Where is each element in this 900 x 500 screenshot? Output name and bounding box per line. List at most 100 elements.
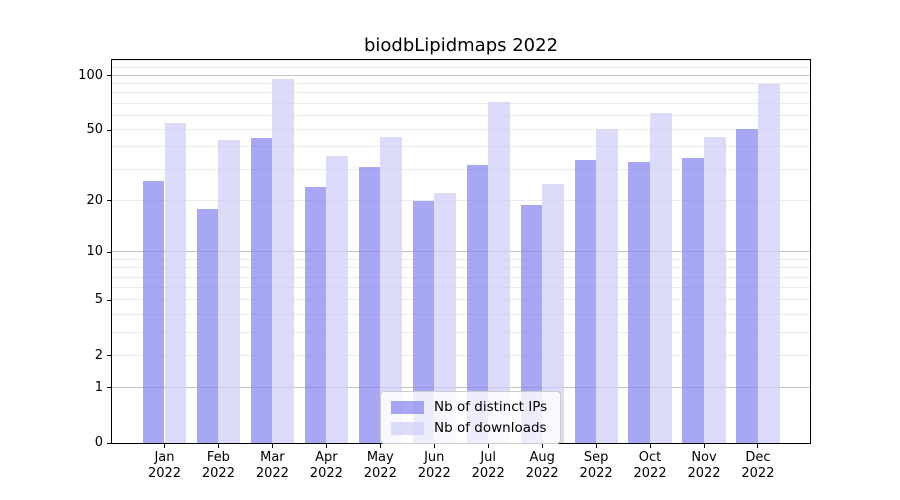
legend-label-downloads: Nb of downloads: [434, 420, 547, 436]
bar-nb-of-downloads-jul: [488, 101, 510, 443]
x-tick-jan: [164, 444, 165, 448]
x-tick-aug: [541, 444, 543, 448]
x-tick-label-jun: Jun 2022: [406, 450, 462, 481]
gridline-minor-60: [112, 114, 810, 116]
y-tick-5: [107, 299, 111, 301]
legend-swatch-distinct-ips: [391, 400, 424, 414]
bar-nb-of-downloads-jun: [434, 193, 456, 443]
gridline-minor-8: [112, 267, 810, 269]
bar-nb-of-downloads-dec: [757, 83, 780, 443]
bar-nb-of-distinct-ips-jun: [412, 200, 435, 443]
bar-nb-of-downloads-nov: [704, 136, 726, 443]
grid-layer: [112, 60, 810, 443]
bar-nb-of-distinct-ips-oct: [628, 162, 651, 443]
x-tick-apr: [325, 444, 327, 448]
legend: Nb of distinct IPs Nb of downloads: [380, 391, 562, 444]
bar-nb-of-distinct-ips-may: [358, 167, 381, 443]
gridline-minor-120: [112, 60, 810, 62]
gridline-minor-5: [112, 299, 810, 301]
bar-nb-of-downloads-feb: [218, 140, 241, 443]
gridline-minor-9: [112, 258, 810, 260]
x-tick-label-feb: Feb 2022: [190, 450, 246, 481]
gridline-major-10: [112, 251, 810, 253]
bar-nb-of-downloads-mar: [272, 78, 294, 443]
x-tick-label-sep: Sep 2022: [568, 450, 624, 481]
x-tick-month-jun: Jun: [424, 450, 445, 465]
bar-nb-of-downloads-apr: [326, 155, 348, 443]
gridline-minor-80: [112, 92, 810, 94]
x-tick-dec: [757, 444, 759, 448]
x-tick-oct: [649, 444, 651, 448]
x-tick-jul: [487, 444, 489, 448]
x-tick-month-sep: Sep: [583, 450, 609, 465]
bar-nb-of-downloads-may: [380, 136, 402, 443]
plot-area: Nb of distinct IPs Nb of downloads: [111, 59, 811, 444]
x-tick-year-aug: 2022: [525, 465, 559, 481]
y-tick-label-1: 1: [94, 379, 103, 395]
bar-nb-of-distinct-ips-nov: [682, 157, 704, 443]
gridline-minor-4: [112, 313, 810, 315]
bar-nb-of-distinct-ips-dec: [736, 128, 758, 443]
gridline-major-1: [112, 386, 810, 388]
x-tick-label-mar: Mar 2022: [244, 450, 300, 481]
gridline-minor-30: [112, 168, 810, 170]
x-tick-label-jul: Jul 2022: [460, 450, 516, 481]
y-tick-2: [107, 355, 111, 357]
y-tick-label-0: 0: [94, 435, 103, 450]
x-tick-month-may: May: [366, 450, 394, 465]
gridline-major-100: [112, 74, 810, 76]
x-tick-month-aug: Aug: [529, 450, 555, 465]
y-tick-label-10: 10: [86, 244, 103, 260]
x-tick-label-nov: Nov 2022: [676, 450, 732, 481]
y-tick-100: [107, 75, 111, 77]
x-tick-month-jan: Jan: [154, 450, 175, 465]
x-tick-label-apr: Apr 2022: [298, 450, 354, 481]
bar-nb-of-downloads-oct: [650, 113, 672, 443]
y-tick-label-100: 100: [78, 67, 103, 83]
legend-item-downloads: Nb of downloads: [391, 420, 547, 436]
x-tick-year-feb: 2022: [201, 465, 235, 481]
x-tick-may: [379, 444, 381, 448]
x-tick-month-oct: Oct: [638, 450, 662, 465]
bar-nb-of-downloads-sep: [596, 128, 618, 443]
bar-nb-of-distinct-ips-mar: [250, 138, 273, 443]
y-tick-50: [107, 129, 111, 131]
x-tick-month-dec: Dec: [745, 450, 771, 465]
x-tick-sep: [595, 444, 597, 448]
x-tick-year-jun: 2022: [417, 465, 451, 481]
bar-nb-of-distinct-ips-jan: [142, 180, 165, 443]
bars-layer: [112, 60, 810, 443]
gridline-minor-70: [112, 102, 810, 104]
gridline-minor-110: [112, 67, 810, 69]
legend-item-distinct-ips: Nb of distinct IPs: [391, 399, 547, 415]
gridline-minor-7: [112, 276, 810, 278]
gridline-minor-3: [112, 331, 810, 333]
x-tick-feb: [217, 444, 219, 448]
bar-nb-of-distinct-ips-aug: [520, 204, 543, 443]
x-tick-year-dec: 2022: [741, 465, 775, 481]
x-tick-year-mar: 2022: [255, 465, 289, 481]
x-tick-year-jul: 2022: [471, 465, 505, 481]
gridline-minor-40: [112, 146, 810, 148]
x-tick-year-sep: 2022: [579, 465, 613, 481]
x-tick-month-jul: Jul: [480, 450, 497, 465]
x-tick-nov: [703, 444, 705, 448]
x-tick-month-mar: Mar: [260, 450, 285, 465]
y-tick-10: [107, 251, 111, 253]
bar-nb-of-distinct-ips-sep: [574, 160, 597, 443]
x-tick-label-aug: Aug 2022: [514, 450, 570, 481]
x-tick-mar: [271, 444, 273, 448]
x-tick-month-feb: Feb: [206, 450, 230, 465]
y-tick-label-50: 50: [86, 122, 103, 138]
x-tick-year-nov: 2022: [687, 465, 721, 481]
gridline-minor-6: [112, 287, 810, 289]
y-tick-label-20: 20: [86, 192, 103, 208]
x-tick-year-apr: 2022: [309, 465, 343, 481]
y-tick-0: [107, 442, 111, 444]
gridline-minor-2: [112, 354, 810, 356]
bar-nb-of-downloads-jan: [164, 122, 187, 443]
x-tick-month-nov: Nov: [691, 450, 717, 465]
y-tick-20: [107, 200, 111, 202]
y-tick-label-5: 5: [94, 292, 103, 308]
